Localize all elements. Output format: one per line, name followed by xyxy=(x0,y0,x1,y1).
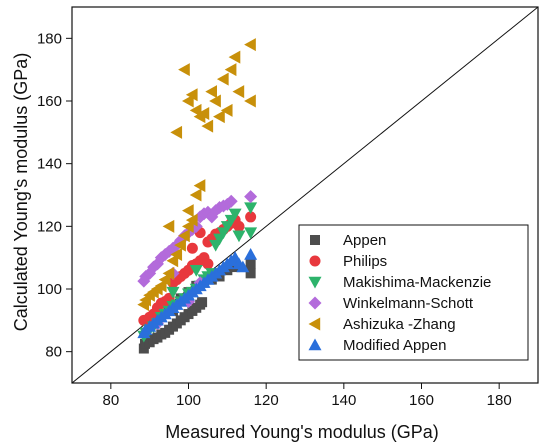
series-4 xyxy=(137,38,256,312)
data-point xyxy=(189,188,202,202)
data-point xyxy=(220,103,233,117)
data-point xyxy=(202,258,214,270)
data-point xyxy=(189,265,203,277)
data-point xyxy=(233,220,245,232)
legend-marker xyxy=(310,235,320,245)
data-point xyxy=(232,230,246,243)
data-point xyxy=(166,286,180,299)
data-point xyxy=(182,204,194,218)
data-point xyxy=(185,213,198,227)
x-tick-label: 160 xyxy=(409,392,434,409)
data-point xyxy=(205,85,217,99)
legend-box xyxy=(298,224,529,361)
y-tick-label: 180 xyxy=(37,30,62,47)
legend-marker xyxy=(308,317,321,331)
y-tick-label: 140 xyxy=(37,156,62,173)
legend-marker xyxy=(308,296,322,310)
data-point xyxy=(178,229,190,243)
data-points xyxy=(137,38,258,354)
legend-marker xyxy=(308,276,322,289)
data-point xyxy=(162,266,175,280)
plot-frame xyxy=(71,6,539,384)
data-point xyxy=(245,268,256,279)
data-point xyxy=(228,50,241,64)
data-point xyxy=(232,85,245,99)
legend: Appen Philips Makishima-Mackenzie Winkelman… xyxy=(298,224,529,361)
data-point xyxy=(244,94,256,108)
x-tick-label: 80 xyxy=(102,392,119,409)
data-point xyxy=(244,190,258,204)
data-point xyxy=(244,248,258,260)
data-point xyxy=(245,211,257,223)
data-point xyxy=(209,94,221,108)
data-point xyxy=(201,119,214,133)
x-tick-label: 100 xyxy=(176,392,201,409)
data-point xyxy=(224,194,238,208)
y-tick-label: 80 xyxy=(45,344,62,361)
data-point xyxy=(244,202,258,215)
data-point xyxy=(244,227,258,240)
legend-label: Winkelmann-Schott xyxy=(343,295,474,312)
data-point xyxy=(182,219,194,233)
data-point xyxy=(224,63,237,77)
data-point xyxy=(166,254,179,268)
data-point xyxy=(228,208,242,221)
data-point xyxy=(244,38,256,52)
data-point xyxy=(182,94,194,108)
series-1 xyxy=(138,211,257,326)
x-tick-label: 120 xyxy=(254,392,279,409)
y-axis: 80 100 120 140 160 180 xyxy=(37,30,72,361)
data-point xyxy=(185,88,198,102)
x-tick-label: 180 xyxy=(487,392,512,409)
data-point xyxy=(154,279,167,293)
data-point xyxy=(245,258,256,269)
series-5 xyxy=(137,248,258,339)
data-point xyxy=(174,238,186,252)
x-axis: 80 100 120 140 160 180 xyxy=(102,383,512,409)
x-axis-title: Measured Young's modulus (GPa) xyxy=(165,422,439,442)
data-point xyxy=(197,107,210,121)
data-point xyxy=(162,219,175,233)
y-axis-title: Calculated Young's modulus (GPa) xyxy=(11,53,31,332)
legend-label: Ashizuka -Zhang xyxy=(343,316,456,333)
y-tick-label: 120 xyxy=(37,218,62,235)
legend-label: Appen xyxy=(343,232,386,249)
y-tick-label: 160 xyxy=(37,93,62,110)
legend-marker xyxy=(309,255,321,267)
legend-label: Philips xyxy=(343,253,387,270)
x-tick-label: 140 xyxy=(331,392,356,409)
data-point xyxy=(170,248,183,262)
legend-marker xyxy=(308,338,322,351)
data-point xyxy=(216,72,229,86)
data-point xyxy=(213,110,225,124)
legend-label: Makishima-Mackenzie xyxy=(343,274,491,291)
data-point xyxy=(193,179,206,193)
data-point xyxy=(197,297,208,308)
data-point xyxy=(178,63,190,77)
data-point xyxy=(236,260,250,273)
data-point xyxy=(170,125,183,139)
legend-label: Modified Appen xyxy=(343,337,446,354)
y-tick-label: 100 xyxy=(37,281,62,298)
data-point xyxy=(158,273,171,287)
data-point xyxy=(186,242,198,254)
